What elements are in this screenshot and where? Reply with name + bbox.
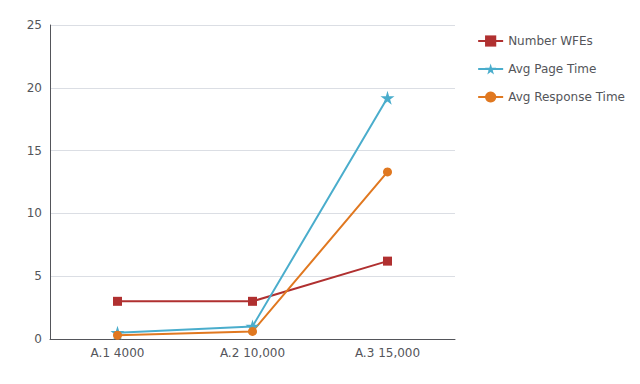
svg-text:A.3 15,000: A.3 15,000 [355,346,420,360]
svg-text:Avg Response Time: Avg Response Time [508,90,625,104]
svg-text:A.2 10,000: A.2 10,000 [220,346,285,360]
svg-text:0: 0 [34,332,42,346]
svg-text:Avg Page Time: Avg Page Time [508,62,596,76]
svg-text:A.1 4000: A.1 4000 [91,346,145,360]
svg-text:5: 5 [34,269,42,283]
svg-text:15: 15 [27,144,42,158]
svg-text:10: 10 [27,206,42,220]
svg-text:Number WFEs: Number WFEs [508,34,593,48]
svg-text:20: 20 [27,81,42,95]
svg-text:25: 25 [27,18,42,32]
